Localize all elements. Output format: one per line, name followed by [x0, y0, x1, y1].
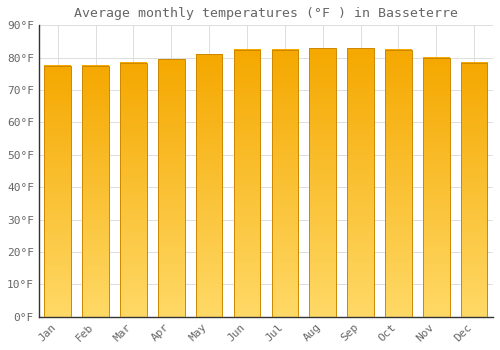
Bar	[423, 58, 450, 317]
Bar	[234, 50, 260, 317]
Bar	[310, 48, 336, 317]
Bar	[44, 66, 71, 317]
Bar	[348, 48, 374, 317]
Title: Average monthly temperatures (°F ) in Basseterre: Average monthly temperatures (°F ) in Ba…	[74, 7, 458, 20]
Bar	[120, 63, 146, 317]
Bar	[461, 63, 487, 317]
Bar	[196, 55, 222, 317]
Bar	[82, 66, 109, 317]
Bar	[385, 50, 411, 317]
Bar	[158, 59, 184, 317]
Bar	[272, 50, 298, 317]
